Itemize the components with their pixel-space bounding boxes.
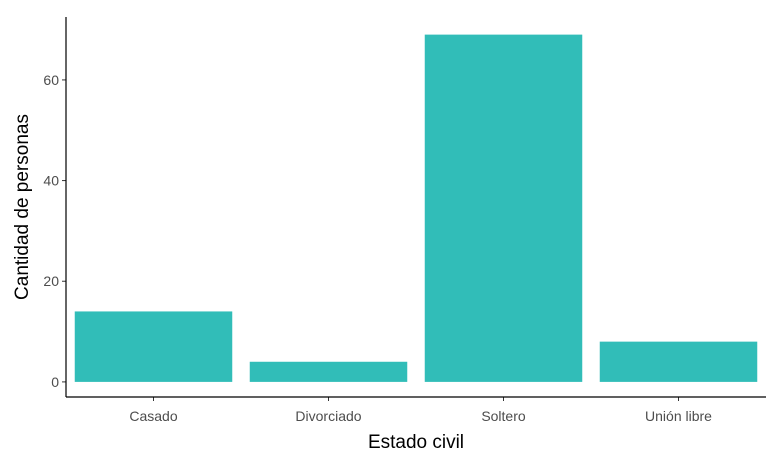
bars bbox=[74, 34, 758, 382]
x-tick-label-0: Casado bbox=[129, 408, 177, 424]
bar-0 bbox=[74, 311, 233, 382]
x-tick-label-1: Divorciado bbox=[295, 408, 361, 424]
x-tick-label-3: Unión libre bbox=[645, 408, 712, 424]
x-axis-title: Estado civil bbox=[368, 432, 464, 450]
bar-3 bbox=[599, 341, 758, 382]
y-axis-ticks: 0 20 40 60 bbox=[43, 72, 66, 390]
y-tick-label-0: 0 bbox=[51, 374, 59, 390]
x-tick-label-2: Soltero bbox=[481, 408, 526, 424]
y-tick-label-2: 40 bbox=[43, 173, 59, 189]
bar-2 bbox=[424, 34, 583, 382]
y-tick-label-1: 20 bbox=[43, 273, 59, 289]
y-axis-title: Cantidad de personas bbox=[12, 114, 33, 300]
y-tick-label-3: 60 bbox=[43, 72, 59, 88]
x-axis-ticks: Casado Divorciado Soltero Unión libre bbox=[129, 397, 712, 424]
bar-1 bbox=[249, 361, 408, 382]
